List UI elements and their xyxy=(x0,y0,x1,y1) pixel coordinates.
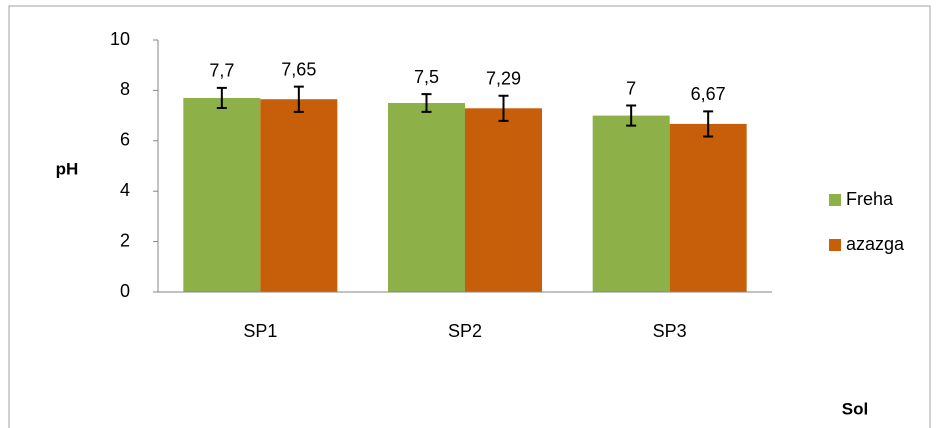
y-tick-label: 4 xyxy=(120,180,130,200)
legend-label: azazga xyxy=(846,234,905,254)
y-tick-label: 8 xyxy=(120,79,130,99)
y-tick-label: 0 xyxy=(120,281,130,301)
y-tick-label: 2 xyxy=(120,230,130,250)
bar xyxy=(388,103,465,292)
x-axis-label: Sol xyxy=(842,399,868,418)
data-label: 7,7 xyxy=(209,61,234,81)
legend-swatch xyxy=(829,239,841,251)
error-bar xyxy=(293,85,304,113)
data-label: 7,65 xyxy=(281,59,316,79)
data-label: 6,67 xyxy=(691,84,726,104)
bar xyxy=(183,97,261,293)
x-tick-label: SP1 xyxy=(243,321,277,341)
error-bar xyxy=(421,93,432,113)
y-tick-label: 6 xyxy=(120,130,130,150)
data-label: 7,5 xyxy=(414,67,439,87)
bar xyxy=(592,115,670,292)
bar xyxy=(260,99,338,292)
legend-label: Freha xyxy=(846,189,894,209)
error-bar xyxy=(216,86,227,110)
error-bar xyxy=(626,104,637,127)
chart-frame xyxy=(8,5,931,428)
error-bar xyxy=(498,94,509,122)
data-label: 7 xyxy=(626,78,636,98)
legend-swatch xyxy=(829,194,841,206)
bar xyxy=(669,123,747,292)
error-bar xyxy=(703,110,714,138)
bar xyxy=(465,108,542,293)
x-tick-label: SP2 xyxy=(448,321,482,341)
y-tick-label: 10 xyxy=(110,29,130,49)
y-axis-label: pH xyxy=(56,159,79,178)
x-tick-label: SP3 xyxy=(653,321,687,341)
data-label: 7,29 xyxy=(486,68,521,88)
